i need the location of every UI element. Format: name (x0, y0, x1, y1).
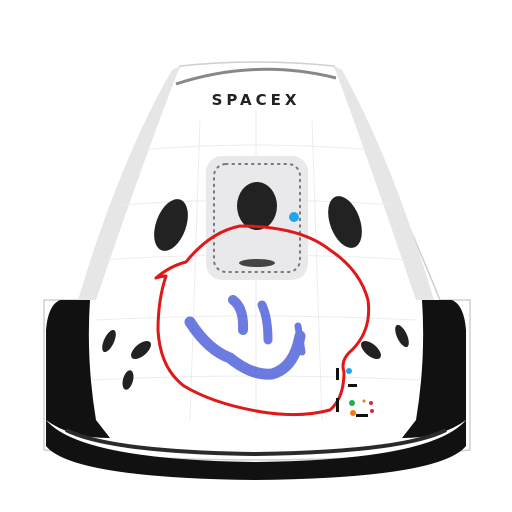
window-right-mid (395, 324, 409, 348)
window-left-mid (102, 329, 116, 353)
smiley-eye-right (257, 300, 273, 345)
hatch-handle (239, 259, 275, 267)
legend-bar-3 (348, 384, 357, 387)
smiley-mouth (184, 316, 306, 380)
legend-dot-orange-2 (362, 399, 366, 403)
legend-dot-orange (350, 410, 356, 416)
accent-dot (289, 212, 299, 222)
window-left-low1 (131, 341, 151, 359)
legend-bar-4 (356, 414, 368, 417)
legend-bar-1 (336, 368, 339, 380)
legend-dot-green (349, 400, 355, 406)
hull-shade-left (78, 66, 180, 300)
window-right-low1 (361, 341, 381, 359)
legend-dot-red-2 (370, 409, 374, 413)
spacex-wordmark: SPACEX (211, 91, 301, 109)
trunk-left (46, 300, 110, 438)
drawing-blue-smiley (184, 295, 306, 380)
hatch-window (237, 182, 277, 230)
window-right-upper (328, 196, 362, 248)
window-left-low2 (122, 370, 134, 390)
marker-legend (336, 368, 374, 417)
drawing-red-circle (154, 224, 371, 417)
trunk-bottom (46, 420, 466, 480)
logo-arc (175, 67, 337, 86)
legend-dot-blue (346, 368, 352, 374)
trunk-bottom-highlight (65, 428, 447, 457)
hull-shade-right (334, 66, 434, 300)
legend-dot-red (369, 401, 373, 405)
window-left-upper (154, 199, 188, 251)
trunk-right (402, 300, 466, 438)
smiley-eye-left (228, 295, 249, 335)
hatch-dotted-border (213, 163, 301, 273)
smiley-mouth-inner (294, 322, 306, 356)
legend-bar-2 (336, 398, 339, 412)
